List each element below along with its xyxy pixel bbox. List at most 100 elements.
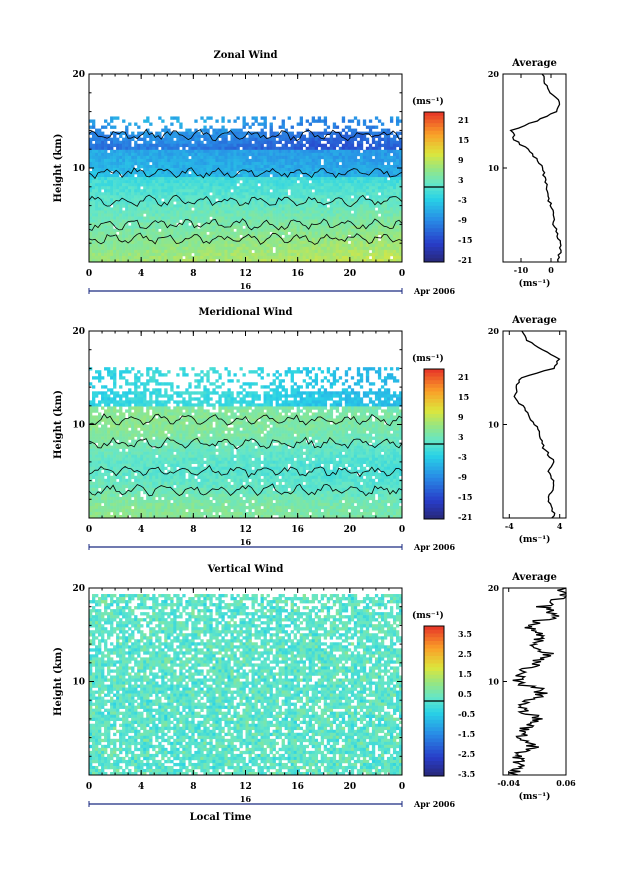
heatmap-cell bbox=[107, 373, 110, 376]
heatmap-cell bbox=[288, 168, 291, 171]
heatmap-cell bbox=[152, 192, 155, 195]
heatmap-cell bbox=[113, 379, 116, 382]
heatmap-cell bbox=[396, 235, 399, 238]
heatmap-cell bbox=[146, 159, 149, 162]
heatmap-cell bbox=[176, 213, 179, 216]
heatmap-cell bbox=[303, 153, 306, 156]
heatmap-cell bbox=[324, 123, 327, 126]
heatmap-cell bbox=[218, 204, 221, 207]
heatmap-cell bbox=[276, 250, 279, 253]
heatmap-cell bbox=[239, 186, 242, 189]
heatmap-cell bbox=[354, 238, 357, 241]
heatmap-cell bbox=[366, 183, 369, 186]
heatmap-cell bbox=[176, 138, 179, 141]
heatmap-cell bbox=[224, 256, 227, 259]
heatmap-cell bbox=[146, 382, 149, 385]
heatmap-cell bbox=[345, 207, 348, 210]
heatmap-cell bbox=[95, 207, 98, 210]
heatmap-cell bbox=[137, 159, 140, 162]
heatmap-cell bbox=[230, 253, 233, 256]
heatmap-cell bbox=[209, 226, 212, 229]
heatmap-cell bbox=[209, 195, 212, 198]
heatmap-cell bbox=[233, 210, 236, 213]
heatmap-cell bbox=[255, 165, 258, 168]
heatmap-cell bbox=[194, 141, 197, 144]
heatmap-cell bbox=[203, 144, 206, 147]
heatmap-cell bbox=[348, 162, 351, 165]
heatmap-cell bbox=[173, 171, 176, 174]
heatmap-cell bbox=[110, 195, 113, 198]
heatmap-cell bbox=[273, 253, 276, 256]
heatmap-cell bbox=[348, 217, 351, 220]
heatmap-cell bbox=[158, 391, 161, 394]
heatmap-cell bbox=[218, 192, 221, 195]
heatmap-cell bbox=[191, 241, 194, 244]
heatmap-cell bbox=[185, 186, 188, 189]
heatmap-cell bbox=[188, 177, 191, 180]
heatmap-cell bbox=[309, 189, 312, 192]
heatmap-cell bbox=[393, 147, 396, 150]
heatmap-cell bbox=[164, 135, 167, 138]
heatmap-cell bbox=[101, 174, 104, 177]
heatmap-cell bbox=[336, 138, 339, 141]
heatmap-cell bbox=[125, 162, 128, 165]
heatmap-cell bbox=[345, 217, 348, 220]
heatmap-cell bbox=[131, 204, 134, 207]
heatmap-cell bbox=[297, 385, 300, 388]
heatmap-cell bbox=[276, 388, 279, 391]
heatmap-cell bbox=[239, 247, 242, 250]
heatmap-cell bbox=[161, 189, 164, 192]
heatmap-cell bbox=[158, 192, 161, 195]
heatmap-cell bbox=[348, 201, 351, 204]
heatmap-cell bbox=[149, 379, 152, 382]
heatmap-cell bbox=[366, 220, 369, 223]
heatmap-cell bbox=[324, 226, 327, 229]
heatmap-cell bbox=[378, 180, 381, 183]
heatmap-cell bbox=[152, 201, 155, 204]
heatmap-cell bbox=[375, 162, 378, 165]
heatmap-cell bbox=[303, 144, 306, 147]
heatmap-cell bbox=[366, 253, 369, 256]
heatmap-cell bbox=[366, 213, 369, 216]
heatmap-cell bbox=[227, 223, 230, 226]
heatmap-cell bbox=[306, 232, 309, 235]
heatmap-cell bbox=[345, 165, 348, 168]
heatmap-cell bbox=[173, 207, 176, 210]
heatmap-cell bbox=[387, 217, 390, 220]
heatmap-cell bbox=[185, 256, 188, 259]
heatmap-cell bbox=[125, 126, 128, 129]
heatmap-cell bbox=[152, 226, 155, 229]
heatmap-cell bbox=[273, 153, 276, 156]
heatmap-cell bbox=[258, 150, 261, 153]
heatmap-cell bbox=[324, 244, 327, 247]
heatmap-cell bbox=[98, 204, 101, 207]
heatmap-cell bbox=[170, 186, 173, 189]
heatmap-cell bbox=[351, 147, 354, 150]
heatmap-cell bbox=[194, 229, 197, 232]
heatmap-cell bbox=[128, 159, 131, 162]
heatmap-cell bbox=[170, 207, 173, 210]
heatmap-cell bbox=[152, 186, 155, 189]
heatmap-cell bbox=[110, 213, 113, 216]
heatmap-cell bbox=[110, 253, 113, 256]
heatmap-cell bbox=[158, 141, 161, 144]
heatmap-cell bbox=[239, 201, 242, 204]
heatmap-cell bbox=[224, 223, 227, 226]
heatmap-cell bbox=[300, 232, 303, 235]
heatmap-cell bbox=[324, 116, 327, 119]
heatmap-cell bbox=[125, 232, 128, 235]
heatmap-cell bbox=[378, 153, 381, 156]
heatmap-cell bbox=[342, 129, 345, 132]
heatmap-cell bbox=[203, 159, 206, 162]
heatmap-cell bbox=[300, 217, 303, 220]
heatmap-cell bbox=[179, 126, 182, 129]
heatmap-cell bbox=[152, 253, 155, 256]
heatmap-cell bbox=[203, 168, 206, 171]
heatmap-cell bbox=[230, 241, 233, 244]
heatmap-cell bbox=[285, 217, 288, 220]
heatmap-cell bbox=[393, 162, 396, 165]
heatmap-cell bbox=[330, 382, 333, 385]
heatmap-cell bbox=[396, 189, 399, 192]
heatmap-cell bbox=[264, 165, 267, 168]
heatmap-cell bbox=[230, 391, 233, 394]
